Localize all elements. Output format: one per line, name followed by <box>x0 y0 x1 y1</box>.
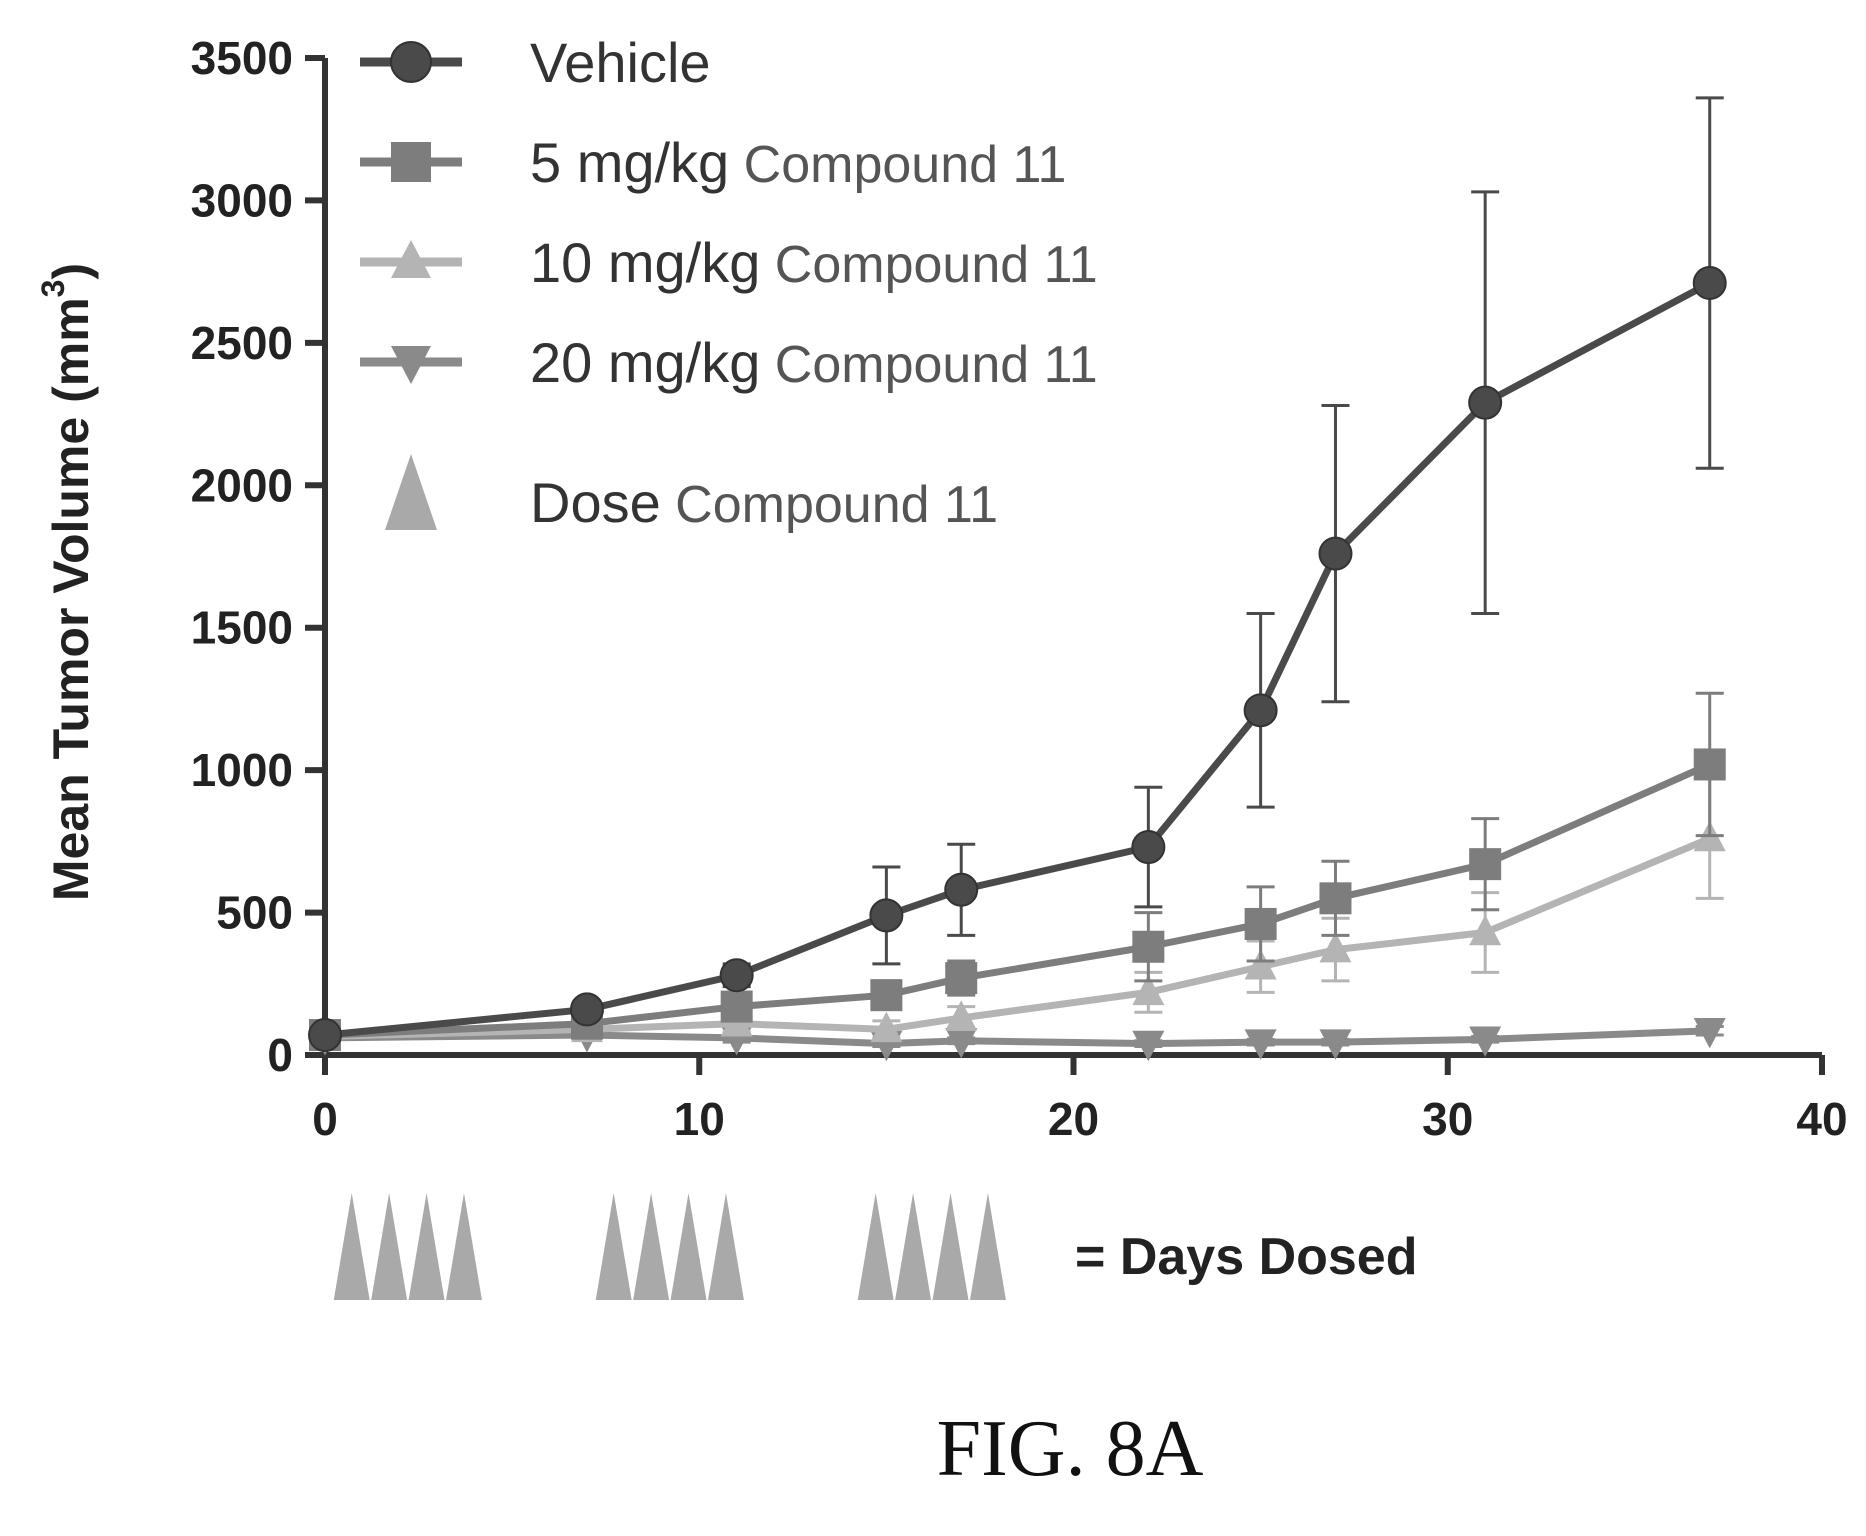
series-layer <box>308 96 1727 1062</box>
x-tick-label: 30 <box>1422 1093 1473 1145</box>
y-tick-label: 0 <box>267 1029 293 1081</box>
dose-day-triangle <box>670 1193 707 1300</box>
dose-markers <box>333 1193 1006 1300</box>
data-point <box>944 872 979 907</box>
y-axis-title-main: Mean Tumor Volume (mm <box>43 297 99 901</box>
data-point <box>1469 914 1502 946</box>
data-point <box>945 1000 978 1031</box>
legend-marker <box>390 41 432 83</box>
data-point <box>1693 1017 1726 1049</box>
dose-day-triangle <box>969 1193 1006 1300</box>
data-point <box>1319 882 1352 915</box>
data-point <box>1693 748 1726 781</box>
data-point <box>1132 974 1165 1006</box>
dose-day-triangle <box>633 1193 670 1300</box>
series-circle <box>308 96 1727 1053</box>
dose-day-triangle <box>595 1193 632 1300</box>
figure-caption: FIG. 8A <box>937 1405 1204 1493</box>
legend-label-dose: 5 mg/kg <box>530 131 729 194</box>
legend-marker <box>391 346 431 384</box>
axes: 0 10 20 30 40 0 500 1000 1500 2000 2500 3000 3500 <box>191 32 1848 1145</box>
data-point <box>1468 385 1503 420</box>
y-tick-label: 500 <box>216 887 293 939</box>
dose-day-triangle <box>857 1193 894 1300</box>
dose-day-triangle <box>371 1193 408 1300</box>
data-point <box>1469 848 1502 881</box>
data-point <box>719 958 754 993</box>
data-point <box>945 1027 978 1059</box>
x-tick-label: 20 <box>1048 1093 1099 1145</box>
y-ticks: 0 500 1000 1500 2000 2500 3000 3500 <box>191 32 325 1081</box>
legend-marker <box>391 142 431 182</box>
data-point <box>720 990 753 1023</box>
data-point <box>1132 1030 1165 1062</box>
y-axis-title-superscript: 3 <box>35 280 71 298</box>
data-point <box>1244 1029 1277 1060</box>
data-point <box>869 898 904 933</box>
legend-label-dose: 10 mg/kg <box>530 231 760 294</box>
y-tick-label: 1000 <box>191 744 293 796</box>
dose-day-triangle <box>707 1193 744 1300</box>
legend-label: 5 mg/kg Compound 11 <box>530 131 1066 194</box>
x-tick-label: 10 <box>674 1093 725 1145</box>
days-dosed-label: = Days Dosed <box>1075 1228 1418 1286</box>
data-point <box>1319 1029 1352 1060</box>
series-line <box>324 279 1712 1039</box>
data-point <box>308 1018 342 1053</box>
legend-label-compound: Compound 11 <box>729 136 1066 194</box>
data-point <box>1131 830 1166 865</box>
legend-label: 10 mg/kg Compound 11 <box>530 231 1098 294</box>
x-tick-label: 40 <box>1796 1093 1847 1145</box>
dose-day-triangle <box>895 1193 932 1300</box>
y-tick-label: 2500 <box>191 317 293 369</box>
data-point <box>1319 932 1352 963</box>
legend-label-compound: Compound 11 <box>760 236 1097 294</box>
series-triangle-up <box>309 777 1726 1050</box>
series-line <box>324 761 1712 1039</box>
x-ticks: 0 10 20 30 40 <box>312 1055 1848 1145</box>
data-point <box>1244 949 1277 980</box>
data-point <box>1132 930 1165 963</box>
series-line <box>324 835 1712 1040</box>
data-point <box>1244 907 1277 940</box>
legend-dose-triangle <box>385 454 437 530</box>
data-point <box>870 979 903 1012</box>
data-point <box>1318 536 1353 571</box>
legend-label-dose-entry: Dose Compound 11 <box>530 471 998 534</box>
dose-day-triangle <box>932 1193 969 1300</box>
y-tick-label: 3500 <box>191 32 293 84</box>
dose-day-triangle <box>408 1193 445 1300</box>
series-line <box>324 1027 1710 1048</box>
legend-label: Vehicle <box>530 31 711 94</box>
legend-label: 20 mg/kg Compound 11 <box>530 331 1098 394</box>
legend-label-dose: 20 mg/kg <box>530 331 760 394</box>
y-tick-label: 2000 <box>191 459 293 511</box>
data-point <box>569 992 604 1027</box>
y-tick-label: 3000 <box>191 174 293 226</box>
x-tick-label: 0 <box>312 1093 338 1145</box>
data-point <box>945 962 978 995</box>
series-square <box>309 691 1726 1052</box>
legend-label-dose-word: Dose <box>530 471 661 534</box>
y-axis-title-close: ) <box>43 263 99 280</box>
legend-label-dose: Vehicle <box>530 31 711 94</box>
dose-day-triangle <box>333 1193 370 1300</box>
data-point <box>870 1011 903 1043</box>
data-point <box>1692 266 1727 301</box>
legend-marker <box>391 240 431 278</box>
y-tick-label: 1500 <box>191 602 293 654</box>
data-point <box>1243 693 1278 728</box>
legend-label-compound: Compound 11 <box>760 336 1097 394</box>
y-axis-title: Mean Tumor Volume (mm3) <box>35 263 99 901</box>
data-point <box>1469 1026 1502 1057</box>
dose-day-triangle <box>446 1193 482 1300</box>
legend-label-dose-compound: Compound 11 <box>661 476 998 534</box>
